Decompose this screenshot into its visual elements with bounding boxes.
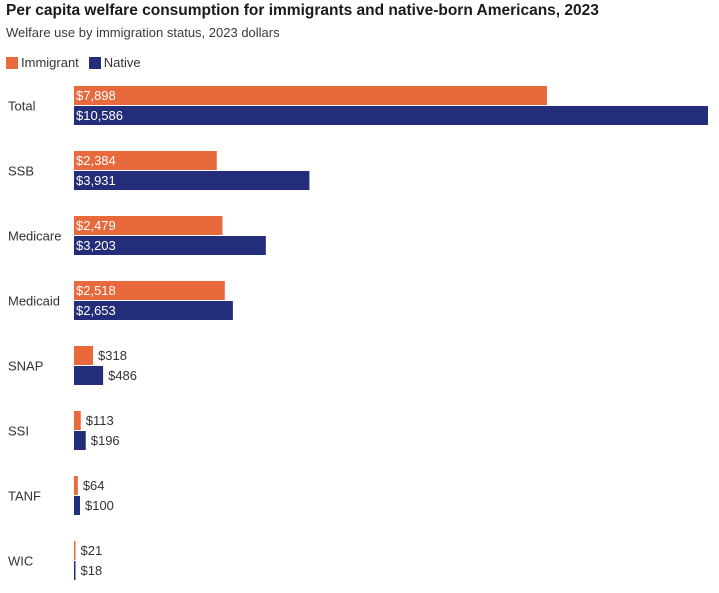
category-label-total: Total [8,98,36,113]
chart-title: Per capita welfare consumption for immig… [6,2,599,19]
bar-immigrant-snap [74,346,94,365]
bar-native-medicare [74,236,266,255]
bar-native-total [74,106,708,125]
data-label-native-ssb: $3,931 [76,173,116,188]
bar-native-ssi [74,431,86,450]
bar-native-tanf [74,496,80,515]
category-label-snap: SNAP [8,358,43,373]
data-label-native-ssi: $196 [91,433,120,448]
bar-immigrant-wic [74,541,76,560]
data-label-native-snap: $486 [108,368,137,383]
data-label-immigrant-medicaid: $2,518 [76,283,116,298]
chart-legend: Immigrant Native [6,55,151,70]
category-label-wic: WIC [8,553,33,568]
legend-item-native: Native [88,55,141,70]
data-label-immigrant-ssi: $113 [86,413,114,428]
legend-swatch-immigrant [6,56,18,69]
data-label-native-tanf: $100 [85,498,114,513]
category-label-medicaid: Medicaid [8,293,60,308]
chart-subtitle: Welfare use by immigration status, 2023 … [6,25,280,40]
bar-immigrant-ssi [74,411,81,430]
bar-native-wic [74,561,76,580]
category-label-ssb: SSB [8,163,34,178]
bar-immigrant-total [74,86,548,105]
data-label-immigrant-snap: $318 [98,348,127,363]
data-label-native-wic: $18 [81,563,103,578]
legend-label-immigrant: Immigrant [21,55,79,70]
data-label-immigrant-wic: $21 [81,543,103,558]
legend-swatch-native [88,56,101,69]
data-label-immigrant-ssb: $2,384 [76,153,116,168]
bar-native-medicaid [74,301,233,320]
data-label-immigrant-tanf: $64 [83,478,105,493]
bar-immigrant-medicaid [74,281,225,300]
legend-label-native: Native [103,55,141,70]
category-label-medicare: Medicare [8,228,61,243]
legend-item-immigrant: Immigrant [6,55,79,70]
bar-native-snap [74,366,104,385]
data-label-native-medicare: $3,203 [76,238,116,253]
bar-native-ssb [74,171,310,190]
data-label-native-medicaid: $2,653 [76,303,116,318]
bar-immigrant-ssb [74,151,217,170]
data-label-native-total: $10,586 [76,108,123,123]
category-label-ssi: SSI [8,423,29,438]
category-label-tanf: TANF [8,488,41,503]
data-label-immigrant-total: $7,898 [76,88,116,103]
bar-immigrant-tanf [74,476,78,495]
bar-immigrant-medicare [74,216,223,235]
data-label-immigrant-medicare: $2,479 [76,218,116,233]
